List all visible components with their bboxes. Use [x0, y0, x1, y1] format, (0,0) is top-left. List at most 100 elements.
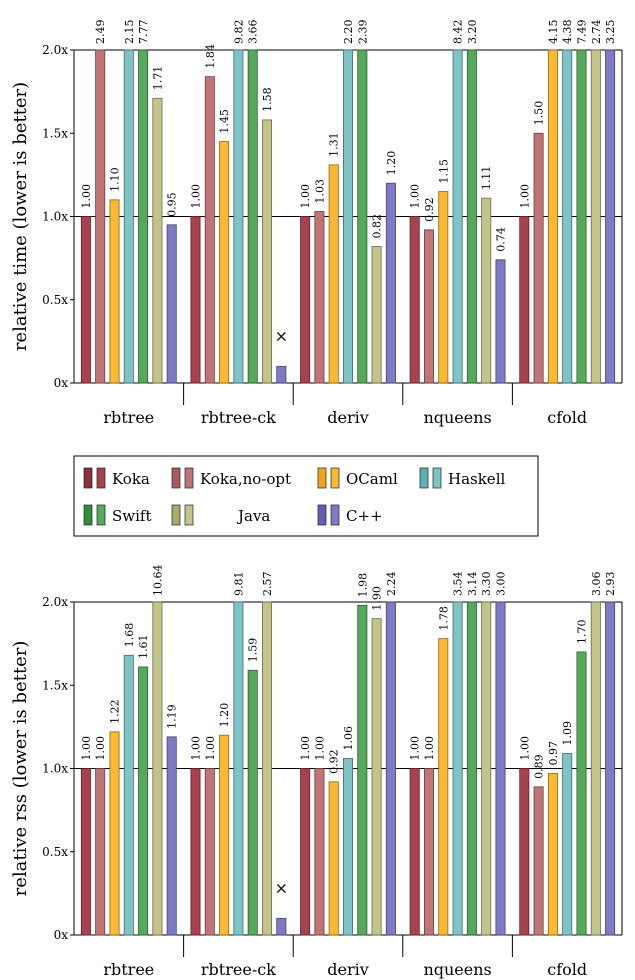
bar: [452, 49, 463, 384]
bar: [533, 786, 544, 936]
value-label: 2.20: [342, 20, 355, 45]
category-label: rbtree: [103, 408, 154, 427]
value-label: 1.58: [261, 87, 274, 112]
value-label: 0.89: [533, 754, 546, 779]
bar: [466, 49, 477, 384]
bar: [385, 601, 396, 936]
bar: [138, 666, 149, 936]
bar: [204, 768, 215, 936]
bar: [409, 768, 420, 936]
bar: [328, 781, 339, 936]
value-label: 1.03: [313, 179, 326, 204]
value-label: 9.81: [232, 572, 245, 597]
y-tick-label: 2.0x: [42, 43, 68, 57]
bar: [409, 216, 420, 384]
value-label: 1.71: [151, 66, 164, 91]
value-label: 1.68: [123, 623, 136, 648]
value-label: 3.25: [604, 20, 617, 45]
value-label: 1.00: [423, 736, 436, 761]
value-label: 3.00: [495, 572, 508, 597]
bar: [371, 618, 382, 936]
value-label: 7.77: [137, 20, 150, 45]
value-label: 1.06: [342, 726, 355, 751]
bar: [590, 601, 601, 936]
value-label: 3.20: [466, 20, 479, 45]
bar: [342, 49, 353, 384]
bar: [547, 773, 558, 936]
bar: [605, 601, 616, 936]
bar: [495, 601, 506, 936]
value-label: 1.45: [218, 109, 231, 134]
bar: [423, 229, 434, 384]
bar: [452, 601, 463, 936]
value-label: 1.31: [328, 132, 341, 157]
y-tick-label: 0x: [54, 928, 69, 942]
bar: [261, 601, 272, 936]
value-label: 2.74: [590, 20, 603, 45]
value-label: 1.98: [356, 573, 369, 598]
legend-frame: [73, 455, 539, 537]
bar: [190, 216, 201, 384]
y-tick-label: 1.0x: [42, 762, 68, 776]
value-label: 0.92: [328, 749, 341, 774]
value-label: 1.00: [80, 736, 93, 761]
bar: [562, 49, 573, 384]
category-label: deriv: [327, 960, 369, 979]
bar: [605, 49, 616, 384]
value-label: 3.06: [590, 572, 603, 597]
value-label: 1.00: [190, 184, 203, 209]
bar: [95, 768, 106, 936]
bar: [80, 768, 91, 936]
legend-swatch: [432, 467, 442, 489]
legend-swatch: [419, 467, 429, 489]
category-label: deriv: [327, 408, 369, 427]
value-label: 2.49: [94, 20, 107, 45]
value-label: 1.22: [109, 699, 122, 724]
bar: [481, 601, 492, 936]
value-label: 0.95: [166, 192, 179, 217]
bar: [95, 49, 106, 384]
bar: [233, 49, 244, 384]
y-tick-label: 0.5x: [42, 845, 68, 859]
legend-label: Koka: [112, 470, 150, 488]
value-label: 7.49: [576, 20, 589, 45]
bar: [152, 601, 163, 936]
bar: [371, 246, 382, 384]
bar: [519, 216, 530, 384]
category-label: nqueens: [423, 408, 491, 427]
value-label: 1.10: [109, 167, 122, 192]
bar: [166, 736, 177, 936]
bar: [138, 49, 149, 384]
category-label: rbtree: [103, 960, 154, 979]
value-label: 8.42: [452, 20, 465, 45]
value-label: 1.00: [80, 184, 93, 209]
bar-missing: [276, 365, 287, 384]
bar: [300, 768, 311, 936]
value-label: 1.00: [204, 736, 217, 761]
value-label: 2.57: [261, 572, 274, 597]
value-label: 0.97: [547, 741, 560, 766]
bar: [109, 199, 120, 384]
legend-swatch: [330, 467, 340, 489]
y-tick-label: 0x: [54, 376, 69, 390]
category-label: cfold: [547, 960, 587, 979]
value-label: 4.15: [547, 20, 560, 45]
value-label: 1.00: [518, 736, 531, 761]
bar: [123, 654, 134, 936]
value-label: 1.84: [204, 44, 217, 69]
value-label: 0.92: [423, 197, 436, 222]
value-label: 1.19: [166, 704, 179, 729]
value-label: 3.54: [452, 572, 465, 597]
y-tick-label: 1.5x: [42, 678, 68, 692]
bar: [247, 669, 258, 936]
bar: [495, 259, 506, 384]
value-label: 9.82: [232, 20, 245, 45]
value-label: 1.50: [533, 101, 546, 126]
bar: [576, 651, 587, 936]
legend-label: Koka,no-opt: [200, 470, 291, 488]
value-label: 1.00: [409, 184, 422, 209]
bar: [328, 164, 339, 384]
bar: [314, 768, 325, 936]
legend-swatch: [317, 504, 327, 526]
